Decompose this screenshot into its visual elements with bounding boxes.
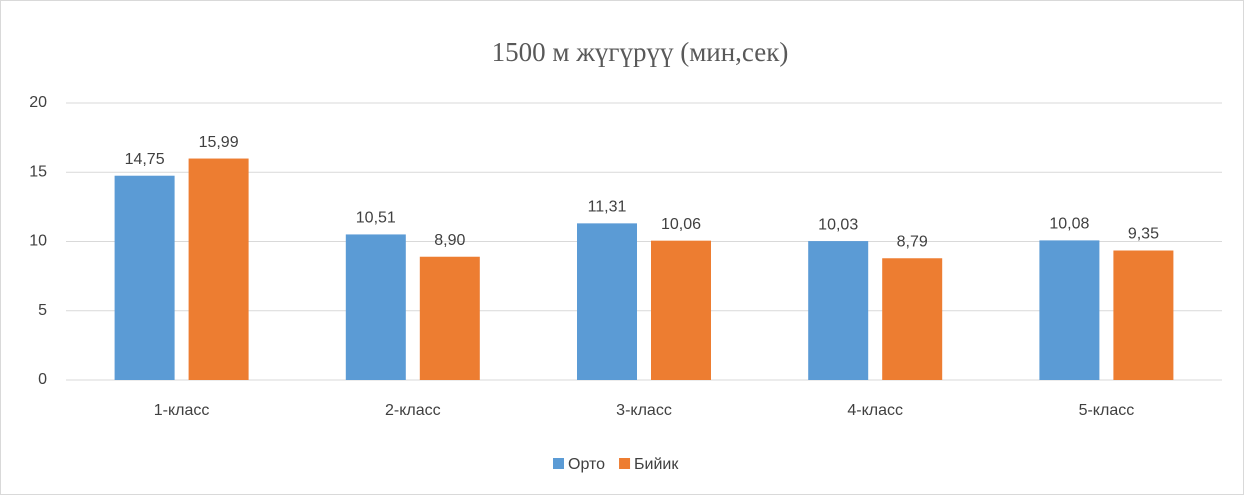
bar xyxy=(188,158,249,380)
data-label: 8,90 xyxy=(434,232,465,249)
x-tick-label: 1-класс xyxy=(154,402,210,419)
y-tick-label: 10 xyxy=(29,233,47,250)
data-label: 10,06 xyxy=(661,216,701,233)
y-tick-label: 15 xyxy=(29,163,47,180)
y-tick-label: 0 xyxy=(38,371,47,388)
x-tick-label: 4-класс xyxy=(847,402,903,419)
y-tick-label: 20 xyxy=(29,94,47,111)
bar xyxy=(651,240,711,380)
bar xyxy=(419,256,480,380)
bar xyxy=(1039,240,1100,380)
bar xyxy=(345,234,406,380)
bar xyxy=(808,241,869,380)
bar xyxy=(114,175,175,380)
x-tick-label: 5-класс xyxy=(1079,402,1135,419)
legend-label: Бийик xyxy=(634,456,679,473)
legend-swatch xyxy=(619,458,631,469)
data-label: 15,99 xyxy=(199,134,239,151)
bar xyxy=(882,258,943,380)
legend-label: Орто xyxy=(568,456,605,473)
y-tick-label: 5 xyxy=(38,302,47,319)
x-tick-label: 2-класс xyxy=(385,402,441,419)
data-label: 10,51 xyxy=(356,210,396,227)
bar xyxy=(577,223,637,380)
data-label: 10,08 xyxy=(1049,216,1089,233)
chart-title: 1500 м жүгүрүү (мин,сек) xyxy=(492,37,789,67)
data-label: 8,79 xyxy=(897,233,928,250)
data-label: 11,31 xyxy=(588,199,627,216)
legend-swatch xyxy=(553,458,564,469)
data-label: 10,03 xyxy=(818,216,858,233)
data-label: 14,75 xyxy=(125,151,165,168)
data-label: 9,35 xyxy=(1128,226,1159,243)
x-tick-label: 3-класс xyxy=(616,402,672,419)
bar xyxy=(1113,250,1174,380)
